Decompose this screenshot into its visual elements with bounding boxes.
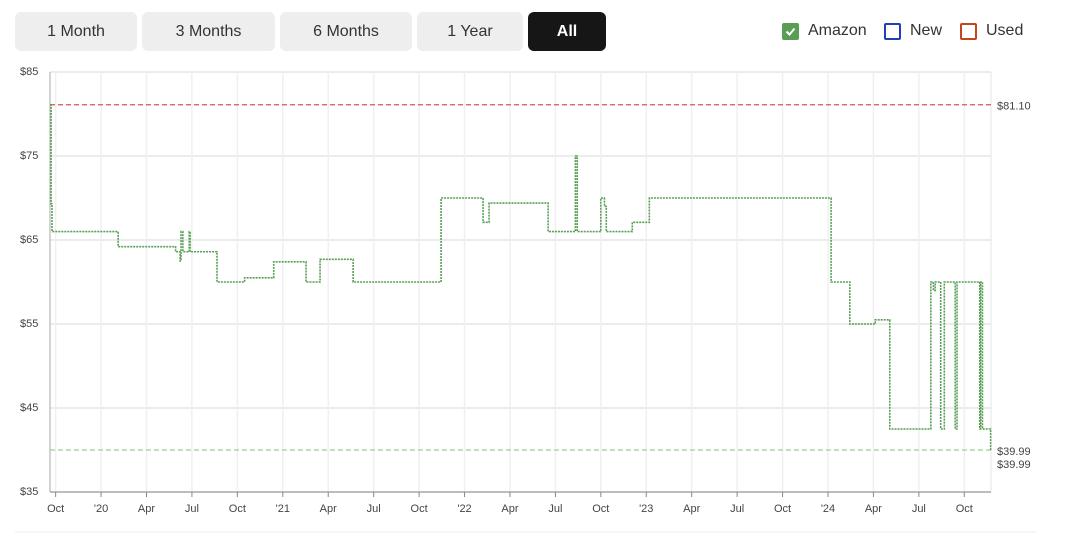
x-tick-label: Jul bbox=[367, 503, 381, 515]
legend-label: Used bbox=[986, 22, 1024, 39]
legend-label: Amazon bbox=[808, 22, 867, 39]
check bbox=[785, 27, 796, 36]
x-tick-label: '22 bbox=[457, 503, 471, 515]
x-tick-label: Jul bbox=[912, 503, 926, 515]
x-tick-label: Apr bbox=[501, 503, 518, 515]
y-tick-label: $75 bbox=[20, 150, 38, 162]
x-tick-label: '21 bbox=[276, 503, 290, 515]
x-tick-label: '24 bbox=[821, 503, 835, 515]
x-tick-label: '23 bbox=[639, 503, 653, 515]
reference-label: $39.99 bbox=[997, 446, 1031, 458]
x-tick-label: Jul bbox=[730, 503, 744, 515]
range-button[interactable]: 1 Month bbox=[15, 12, 137, 51]
range-button[interactable]: All bbox=[528, 12, 606, 51]
y-tick-label: $55 bbox=[20, 318, 38, 330]
legend-item[interactable]: New bbox=[884, 21, 942, 41]
x-tick-label: Oct bbox=[411, 503, 428, 515]
x-tick-label: Oct bbox=[229, 503, 246, 515]
range-button[interactable]: 1 Year bbox=[417, 12, 523, 51]
y-tick-label: $45 bbox=[20, 402, 38, 414]
range-button[interactable]: 6 Months bbox=[280, 12, 412, 51]
x-tick-label: Jul bbox=[548, 503, 562, 515]
x-tick-label: '20 bbox=[94, 503, 108, 515]
x-tick-label: Apr bbox=[865, 503, 882, 515]
legend-label: New bbox=[910, 22, 943, 39]
x-tick-label: Oct bbox=[956, 503, 973, 515]
legend-item[interactable]: Used bbox=[960, 21, 1023, 41]
y-tick-label: $65 bbox=[20, 234, 38, 246]
current-price-label: $39.99 bbox=[997, 459, 1031, 471]
price-line bbox=[50, 103, 992, 451]
x-tick-label: Apr bbox=[320, 503, 337, 515]
x-tick-label: Jul bbox=[185, 503, 199, 515]
x-tick-label: Oct bbox=[774, 503, 791, 515]
legend-item[interactable]: Amazon bbox=[782, 21, 867, 41]
legend-box bbox=[782, 22, 799, 40]
x-tick-label: Oct bbox=[47, 503, 64, 515]
range-button[interactable]: 3 Months bbox=[142, 12, 275, 51]
y-tick-label: $35 bbox=[20, 486, 38, 498]
x-tick-label: Apr bbox=[683, 503, 700, 515]
y-tick-label: $85 bbox=[20, 66, 38, 78]
legend-box bbox=[960, 22, 977, 40]
reference-label: $81.10 bbox=[997, 101, 1031, 113]
x-tick-label: Oct bbox=[592, 503, 609, 515]
legend-box bbox=[884, 22, 901, 40]
x-tick-label: Apr bbox=[138, 503, 155, 515]
